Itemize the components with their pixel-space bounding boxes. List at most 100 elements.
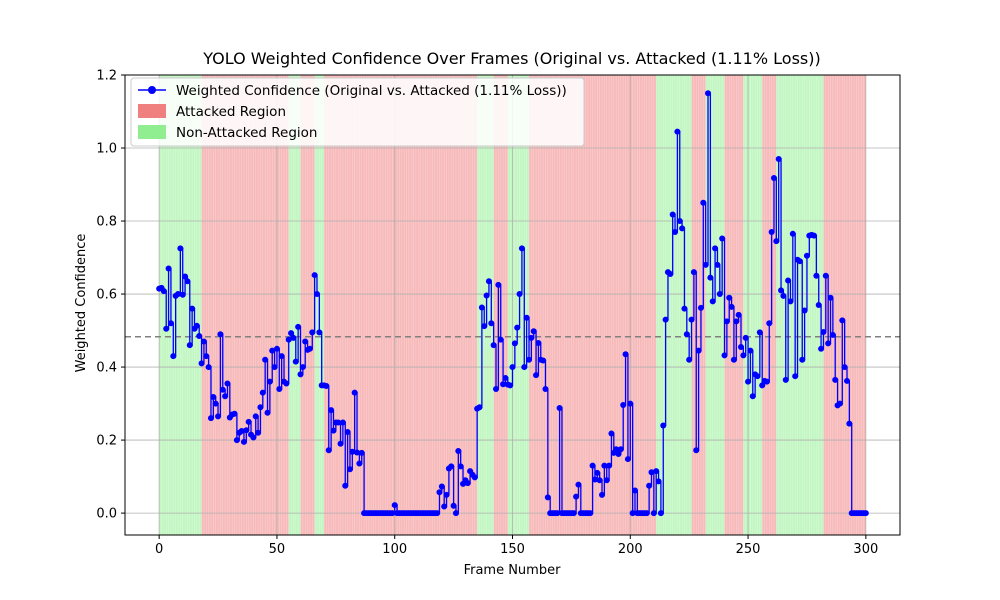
data-point	[608, 430, 615, 437]
data-point	[245, 418, 252, 425]
y-tick-label: 0.8	[96, 215, 117, 230]
data-point	[589, 462, 596, 469]
data-point	[648, 469, 655, 476]
data-point	[528, 334, 535, 341]
data-point	[337, 440, 344, 447]
data-point	[603, 477, 610, 484]
data-point	[507, 382, 514, 389]
data-point	[766, 320, 773, 327]
data-point	[799, 356, 806, 363]
data-point	[836, 400, 843, 407]
attacked-region	[300, 75, 315, 535]
data-point	[763, 378, 770, 385]
data-point	[457, 463, 464, 470]
data-point	[733, 318, 740, 325]
data-point	[184, 278, 191, 285]
y-tick-label: 0.4	[96, 361, 117, 376]
data-point	[811, 232, 818, 239]
data-point	[290, 334, 297, 341]
data-point	[695, 347, 702, 354]
data-point	[240, 438, 247, 445]
data-point	[700, 199, 707, 206]
data-point	[255, 429, 262, 436]
legend-series-label: Weighted Confidence (Original vs. Attack…	[176, 83, 567, 99]
data-point	[179, 291, 186, 298]
data-point	[681, 305, 688, 312]
data-point	[266, 378, 273, 385]
data-point	[693, 447, 700, 454]
attacked-region	[691, 75, 706, 535]
data-point	[269, 347, 276, 354]
data-point	[768, 228, 775, 235]
data-point	[792, 373, 799, 380]
data-point	[530, 328, 537, 335]
data-point	[622, 351, 629, 358]
non-attacked-region	[477, 75, 494, 535]
data-point	[822, 272, 829, 279]
data-point	[250, 434, 257, 441]
data-point	[643, 510, 650, 517]
data-point	[707, 274, 714, 281]
data-point	[573, 493, 580, 500]
non-attacked-region	[507, 75, 529, 535]
data-point	[728, 303, 735, 310]
x-tick-label: 200	[618, 542, 643, 557]
non-attacked-region	[656, 75, 692, 535]
x-tick-label: 300	[853, 542, 878, 557]
data-point	[606, 462, 613, 469]
data-point	[262, 356, 269, 363]
data-point	[203, 353, 210, 360]
data-point	[705, 90, 712, 97]
data-point	[523, 314, 530, 321]
data-point	[650, 510, 657, 517]
data-point	[556, 404, 563, 411]
data-point	[721, 352, 728, 359]
data-point	[257, 404, 264, 411]
data-point	[493, 385, 500, 392]
data-point	[219, 386, 226, 393]
data-point	[167, 320, 174, 327]
data-point	[714, 261, 721, 268]
data-point	[443, 491, 450, 498]
data-point	[502, 375, 509, 382]
data-point	[490, 342, 497, 349]
data-point	[660, 422, 667, 429]
data-point	[690, 269, 697, 276]
data-point	[629, 510, 636, 517]
data-point	[323, 383, 330, 390]
y-tick-label: 1.2	[96, 69, 117, 84]
data-point	[726, 294, 733, 301]
data-point	[299, 364, 306, 371]
data-point	[358, 449, 365, 456]
data-point	[509, 364, 516, 371]
data-point	[271, 364, 278, 371]
data-point	[189, 305, 196, 312]
attacked-region	[222, 75, 289, 535]
data-point	[575, 481, 582, 488]
data-point	[653, 468, 660, 475]
data-point	[170, 353, 177, 360]
data-point	[222, 393, 229, 400]
data-point	[283, 380, 290, 387]
data-point	[662, 316, 669, 323]
data-point	[796, 258, 803, 265]
x-tick-label: 50	[269, 542, 286, 557]
data-point	[196, 333, 203, 340]
data-point	[328, 407, 335, 414]
data-point	[495, 281, 502, 288]
data-point	[709, 298, 716, 305]
y-tick-label: 0.6	[96, 288, 117, 303]
data-point	[309, 329, 316, 336]
data-point	[730, 356, 737, 363]
x-tick-label: 100	[382, 542, 407, 557]
data-point	[210, 394, 217, 400]
attacked-region	[201, 75, 223, 535]
data-point	[342, 482, 349, 489]
data-point	[346, 466, 353, 473]
data-point	[745, 378, 752, 385]
data-point	[438, 483, 445, 490]
data-point	[306, 345, 313, 352]
data-point	[829, 331, 836, 338]
data-point	[672, 228, 679, 235]
